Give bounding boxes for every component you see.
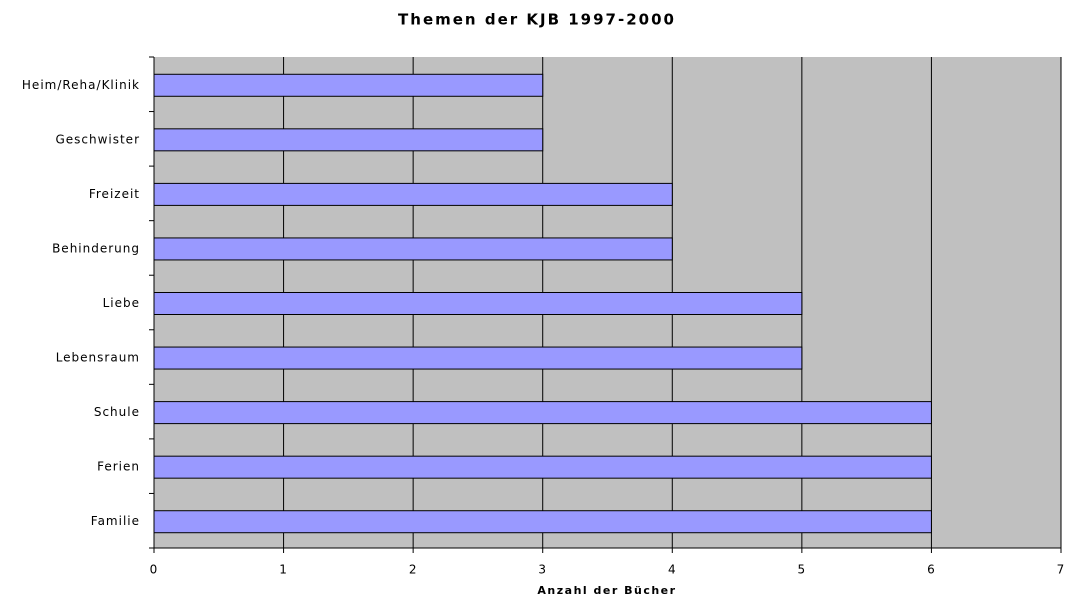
x-tick-label: 3 [538,563,547,577]
y-tick-label: Schule [94,405,140,419]
bar [153,292,803,315]
x-tick-label: 6 [927,563,936,577]
x-axis-title: Anzahl der Bücher [537,584,676,597]
y-tick-label: Heim/Reha/Klinik [22,78,140,92]
bar [153,346,803,370]
x-tick-label: 2 [409,563,418,577]
bar [153,401,932,425]
y-tick-label: Geschwister [55,132,140,146]
y-tick-label: Freizeit [89,187,140,201]
y-tick-label: Familie [91,514,140,528]
y-tick-label: Behinderung [52,241,140,255]
bar [153,73,544,97]
x-tick-label: 7 [1057,563,1066,577]
y-tick-label: Ferien [97,460,140,474]
bar [153,128,544,152]
x-tick-label: 4 [668,563,677,577]
bar [153,455,932,479]
y-tick-label: Liebe [103,296,140,310]
bar [153,510,932,534]
x-tick-label: 5 [798,563,807,577]
x-tick-label: 1 [279,563,288,577]
bar [153,182,673,206]
bar [153,237,673,261]
x-tick-label: 0 [150,563,159,577]
y-tick-label: Lebensraum [56,351,140,365]
chart-title: Themen der KJB 1997-2000 [398,11,676,29]
